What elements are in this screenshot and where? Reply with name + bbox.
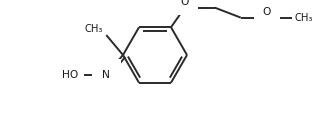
Text: O: O [181,0,189,7]
Text: CH₃: CH₃ [295,13,313,23]
Text: N: N [102,70,110,80]
Text: HO: HO [62,70,78,80]
Text: CH₃: CH₃ [85,24,103,34]
Text: O: O [263,7,271,17]
